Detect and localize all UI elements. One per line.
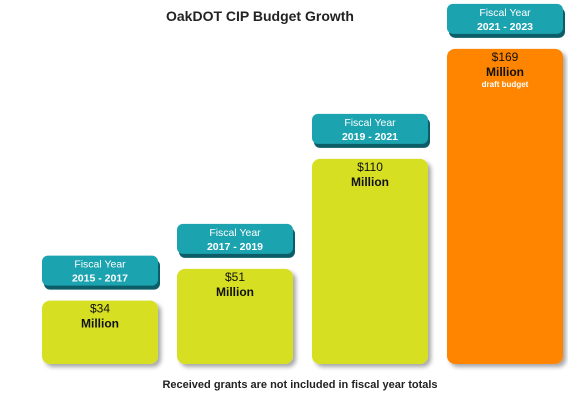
footnote: Received grants are not included in fisc… xyxy=(162,379,438,391)
unit-label-2: Million xyxy=(216,285,254,299)
category-label-line2-3: 2019 - 2021 xyxy=(342,131,398,143)
value-label-2: $51 xyxy=(225,270,245,284)
value-label-4: $169 xyxy=(492,50,519,64)
bar-1 xyxy=(42,300,158,364)
category-label-line2-1: 2015 - 2017 xyxy=(72,273,128,285)
unit-label-4: Million xyxy=(486,65,524,79)
value-label-3: $110 xyxy=(357,160,383,174)
category-box-3 xyxy=(312,113,428,144)
category-label-line2-2: 2017 - 2019 xyxy=(207,241,263,253)
category-label-line1-2: Fiscal Year xyxy=(209,227,261,239)
category-box-1 xyxy=(42,255,158,286)
value-label-1: $34 xyxy=(90,302,110,316)
bar-3 xyxy=(312,158,428,364)
chart-title: OakDOT CIP Budget Growth xyxy=(166,8,354,24)
category-box-2 xyxy=(177,223,293,254)
category-label-line2-4: 2021 - 2023 xyxy=(477,21,533,33)
unit-label-1: Million xyxy=(81,317,119,331)
note-label-4: draft budget xyxy=(482,80,529,89)
category-label-line1-3: Fiscal Year xyxy=(344,117,396,129)
category-label-line1-4: Fiscal Year xyxy=(479,7,531,19)
bar-4 xyxy=(447,48,563,364)
unit-label-3: Million xyxy=(351,175,389,189)
category-box-4 xyxy=(447,3,563,34)
bar-2 xyxy=(177,268,293,364)
category-label-line1-1: Fiscal Year xyxy=(74,259,126,271)
